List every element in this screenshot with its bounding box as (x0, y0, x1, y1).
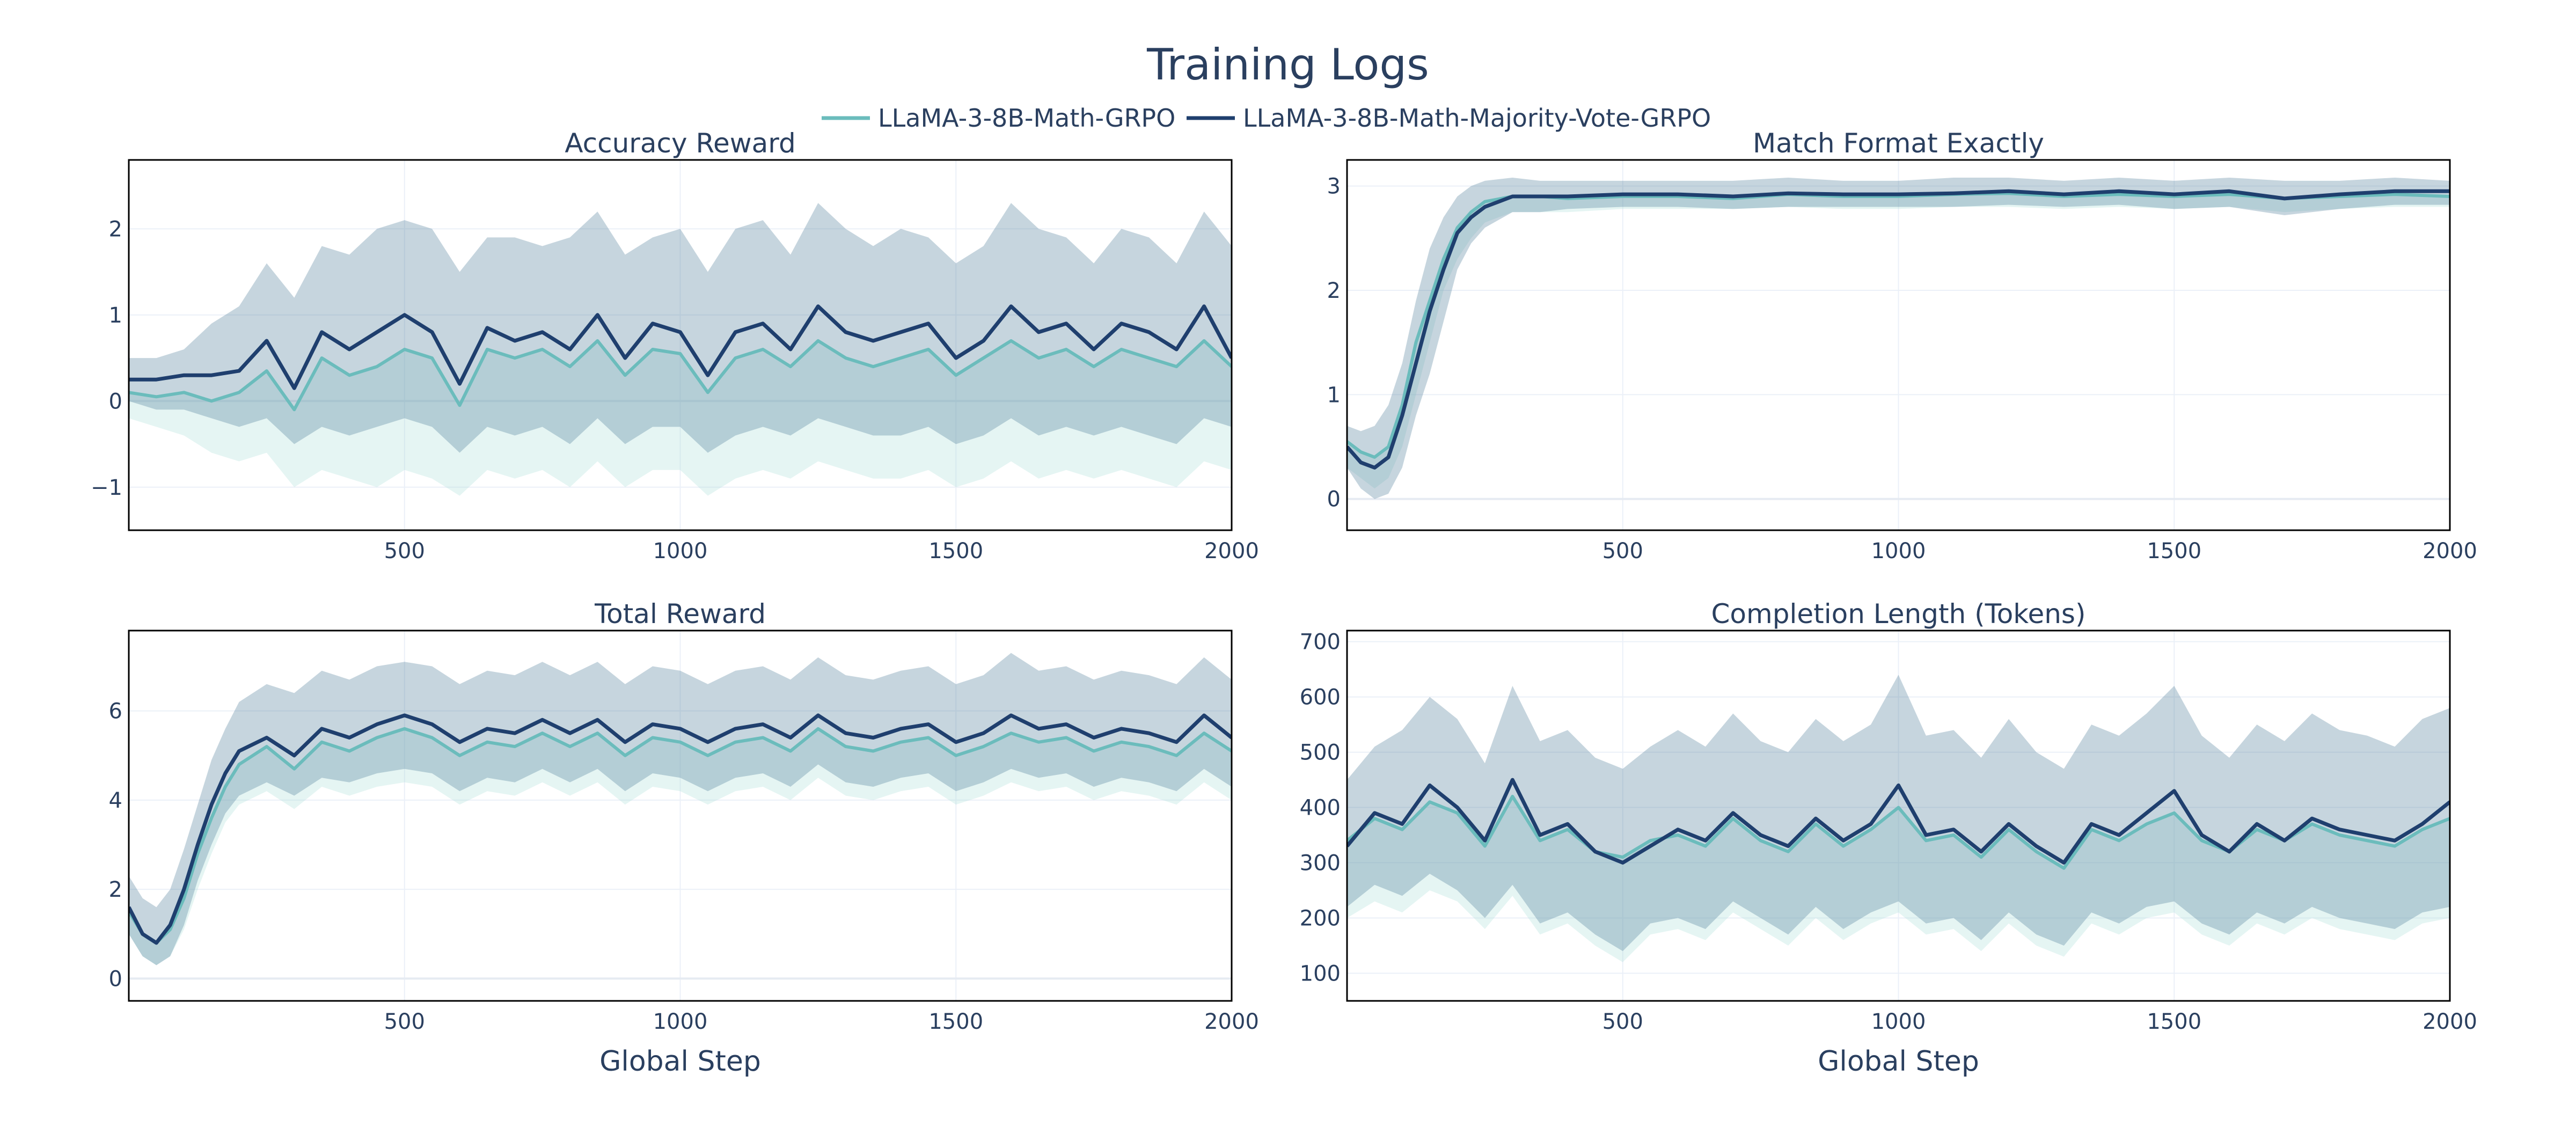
x-tick-label: 2000 (2423, 539, 2477, 564)
y-tick-label: 400 (1300, 796, 1341, 821)
x-axis-label: Global Step (599, 1045, 761, 1078)
y-tick-label: 3 (1327, 174, 1341, 199)
y-tick-label: 700 (1300, 630, 1341, 655)
band-grpo (129, 341, 1232, 496)
x-tick-label: 1000 (1871, 1009, 1926, 1034)
y-tick-label: 0 (1327, 487, 1341, 512)
x-tick-label: 1000 (1871, 539, 1926, 564)
y-tick-label: 0 (109, 967, 122, 991)
x-tick-label: 1500 (928, 1009, 983, 1034)
x-tick-label: 500 (1602, 539, 1643, 564)
subplot-title: Completion Length (Tokens) (1711, 598, 2086, 630)
series-line-majority-vote (1347, 778, 2450, 865)
series-line-majority-vote (129, 713, 1232, 945)
x-tick-label: 1000 (653, 539, 708, 564)
subplot-title: Accuracy Reward (565, 128, 795, 159)
plot-area (1347, 178, 2450, 499)
x-tick-label: 1500 (2147, 539, 2201, 564)
band-majority-vote (1347, 178, 2450, 499)
plot-area (1347, 675, 2450, 962)
band-majority-vote (129, 653, 1232, 965)
subplot-title: Match Format Exactly (1753, 128, 2044, 159)
band-majority-vote (129, 203, 1232, 453)
subplot-2: Match Format Exactly 500 1000 1500 2000 0 1 2 3 (1327, 128, 2477, 564)
x-tick-label: 2000 (1204, 1009, 1259, 1034)
plot-area (129, 203, 1232, 496)
y-tick-label: 0 (109, 389, 122, 414)
y-tick-label: 2 (1327, 279, 1341, 303)
y-tick-label: 4 (109, 788, 122, 813)
y-tick-label: 1 (1327, 383, 1341, 407)
band-grpo (129, 728, 1232, 965)
y-tick-label: 100 (1300, 962, 1341, 986)
subplot-4: Completion Length (Tokens) 500 1000 1500 200… (1300, 598, 2477, 1078)
plot-area (129, 653, 1232, 965)
legend-label: LLaMA-3-8B-Math-GRPO (878, 104, 1175, 133)
x-tick-label: 1500 (928, 539, 983, 564)
y-tick-label: 1 (109, 303, 122, 328)
y-tick-label: 300 (1300, 851, 1341, 876)
figure-title: Training Logs (1146, 40, 1429, 90)
x-tick-label: 2000 (1204, 539, 1259, 564)
x-tick-label: 500 (384, 1009, 425, 1034)
y-tick-label: 2 (109, 877, 122, 902)
legend-label: LLaMA-3-8B-Math-Majority-Vote-GRPO (1243, 104, 1711, 133)
y-tick-label: 200 (1300, 906, 1341, 931)
x-tick-label: 2000 (2423, 1009, 2477, 1034)
x-tick-label: 1000 (653, 1009, 708, 1034)
series-line-grpo (129, 339, 1232, 412)
series-line-grpo (1347, 795, 2450, 870)
x-axis-label: Global Step (1818, 1045, 1979, 1078)
y-tick-label: 6 (109, 699, 122, 724)
band-grpo (1347, 796, 2450, 962)
series-line-grpo (1347, 192, 2450, 459)
plot-frame (128, 159, 1233, 531)
y-tick-label: 500 (1300, 741, 1341, 765)
subplot-title: Total Reward (594, 598, 766, 630)
y-tick-label: −1 (91, 475, 122, 500)
legend: LLaMA-3-8B-Math-GRPO LLaMA-3-8B-Math-Majo… (822, 104, 1711, 133)
plot-frame (128, 630, 1233, 1002)
y-tick-label: 600 (1300, 685, 1341, 710)
x-tick-label: 500 (1602, 1009, 1643, 1034)
plot-frame (1346, 159, 2451, 531)
subplot-3: Total Reward 500 1000 1500 2000 0 2 4 6 Global St… (109, 598, 1259, 1078)
series-line-grpo (129, 727, 1232, 945)
x-tick-label: 1500 (2147, 1009, 2201, 1034)
y-tick-label: 2 (109, 217, 122, 241)
series-line-majority-vote (129, 304, 1232, 390)
band-majority-vote (1347, 675, 2450, 952)
series-line-majority-vote (1347, 189, 2450, 470)
x-tick-label: 500 (384, 539, 425, 564)
subplot-1: Accuracy Reward 500 1000 1500 2000 −1 0 1 2 (91, 128, 1259, 564)
plot-frame (1346, 630, 2451, 1002)
